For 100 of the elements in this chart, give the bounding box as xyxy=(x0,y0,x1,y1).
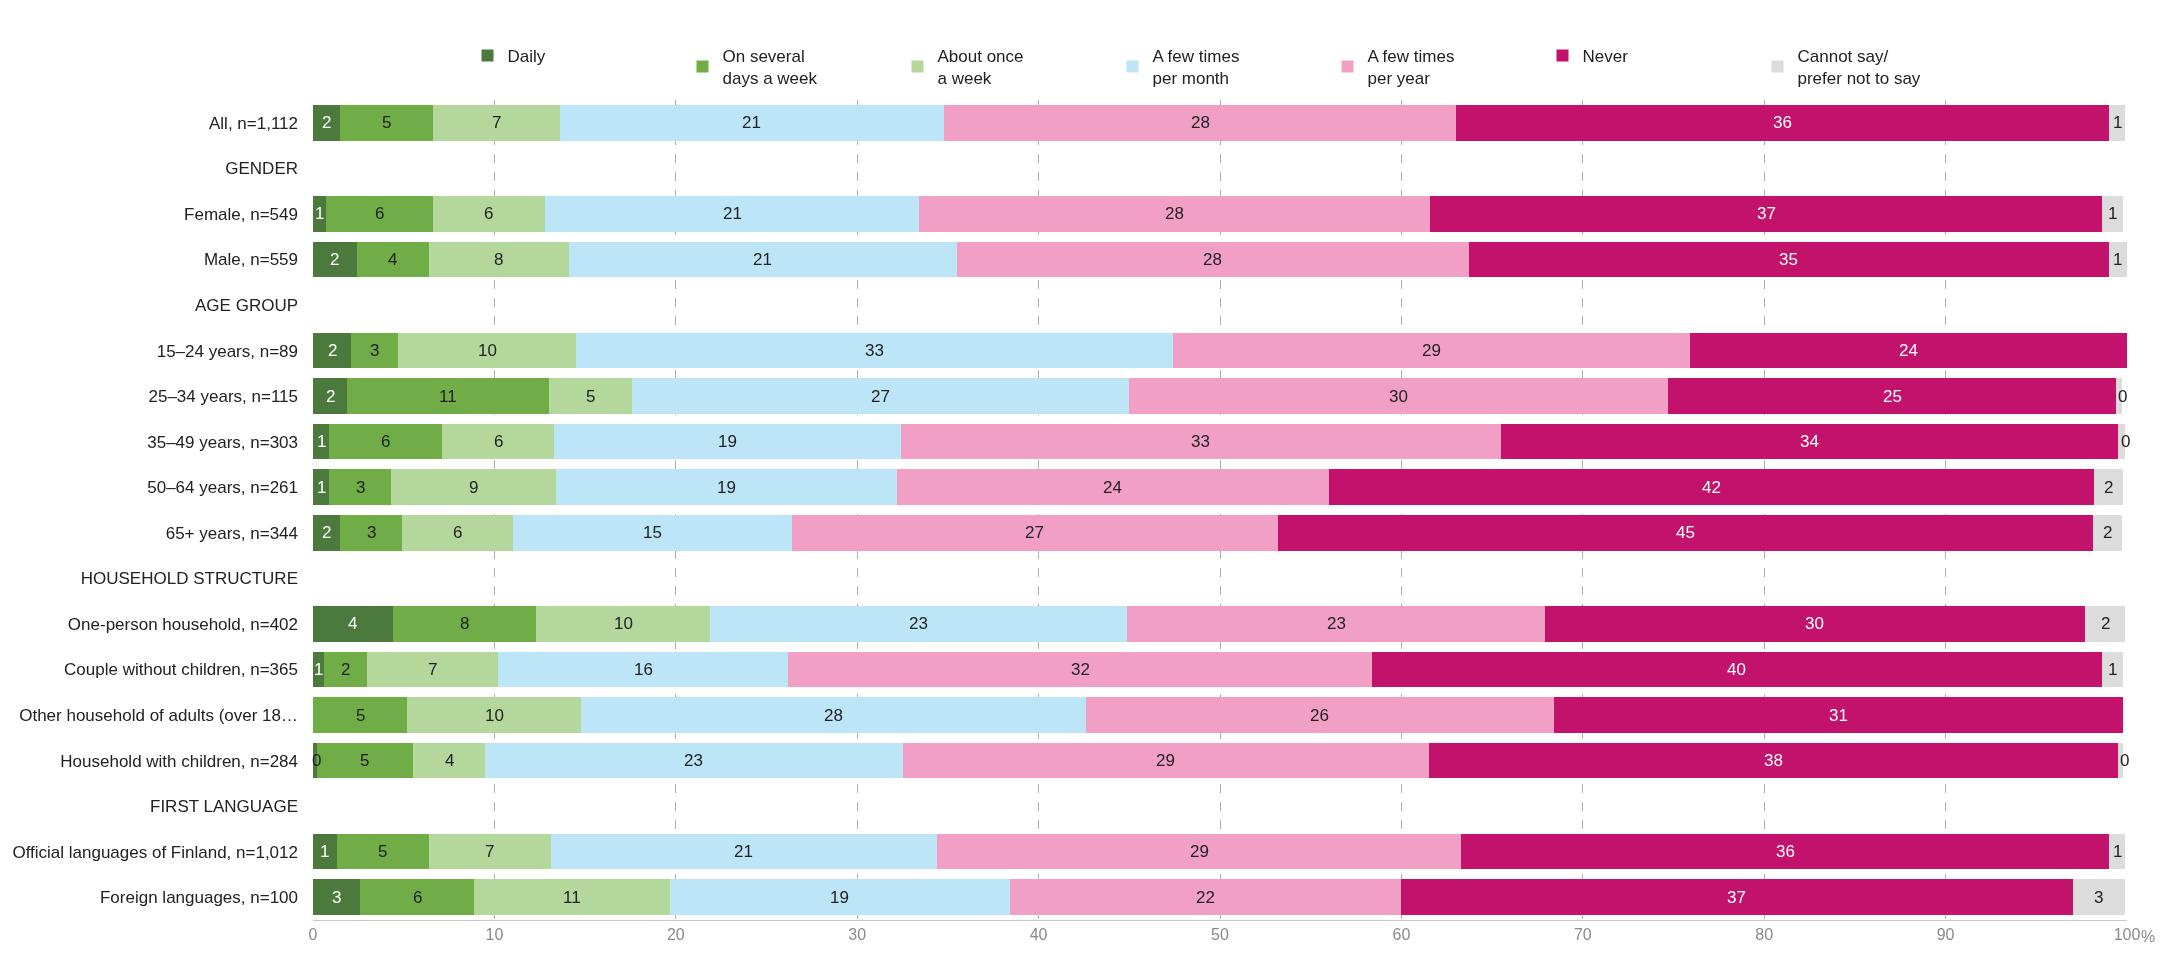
legend-label: A few times per year xyxy=(1367,47,1455,89)
data-label: 1 xyxy=(2108,204,2118,223)
data-label: 42 xyxy=(1702,478,1721,497)
data-label: 1 xyxy=(2113,842,2123,861)
data-label: 2 xyxy=(322,113,332,132)
bar xyxy=(407,697,582,733)
data-label: 30 xyxy=(1389,387,1408,406)
data-label: 7 xyxy=(428,660,438,679)
data-label: 36 xyxy=(1776,842,1795,861)
data-label: 22 xyxy=(1196,888,1215,907)
y-tick-label: FIRST LANGUAGE xyxy=(150,797,298,817)
data-label: 5 xyxy=(378,842,388,861)
data-label: 6 xyxy=(494,432,504,451)
data-label: 21 xyxy=(753,250,772,269)
bar xyxy=(313,469,330,505)
data-label: 32 xyxy=(1071,660,1090,679)
bar xyxy=(791,515,1279,551)
bar xyxy=(336,833,430,870)
y-tick-label: 15–24 years, n=89 xyxy=(156,341,298,361)
data-label: 1 xyxy=(317,432,327,451)
data-label: 1 xyxy=(320,842,330,861)
bar xyxy=(392,606,537,642)
bar xyxy=(391,469,557,505)
y-tick-label: Foreign languages, n=100 xyxy=(99,888,298,908)
x-tick-label: 70 xyxy=(1573,926,1592,944)
data-label: 38 xyxy=(1764,751,1783,770)
y-tick-label: AGE GROUP xyxy=(195,295,298,315)
data-label: 6 xyxy=(381,432,391,451)
bar xyxy=(313,697,408,733)
x-tick-label: 90 xyxy=(1936,926,1955,944)
data-label: 3 xyxy=(356,478,366,497)
bar xyxy=(581,697,1086,733)
data-label: 2 xyxy=(326,387,336,406)
bar xyxy=(340,105,433,141)
bar xyxy=(559,105,945,141)
bar xyxy=(325,196,433,232)
data-label: 10 xyxy=(485,706,504,725)
data-label: 10 xyxy=(478,341,497,360)
y-tick-label: 25–34 years, n=115 xyxy=(148,387,298,407)
data-label: 28 xyxy=(1191,113,1210,132)
data-label: 31 xyxy=(1829,706,1848,725)
data-label: 33 xyxy=(1191,432,1210,451)
legend-label: Daily xyxy=(507,47,546,67)
bar xyxy=(313,196,326,232)
data-label: 2 xyxy=(330,250,340,269)
bar xyxy=(498,651,789,688)
data-label: 29 xyxy=(1422,341,1441,360)
bar xyxy=(1689,332,2127,369)
y-tick-label: Official languages of Finland, n=1,012 xyxy=(12,842,298,862)
bar xyxy=(1172,332,1690,369)
data-label: 4 xyxy=(388,250,398,269)
data-label: 5 xyxy=(586,387,596,406)
bar xyxy=(2094,469,2124,505)
bar xyxy=(1468,241,2109,278)
bar xyxy=(545,196,919,232)
data-label: 27 xyxy=(1025,523,1044,542)
y-tick-label: Male, n=559 xyxy=(203,250,298,270)
data-label: 37 xyxy=(1727,888,1746,907)
data-label: 29 xyxy=(1190,842,1209,861)
x-tick-label: 100 xyxy=(2113,926,2141,944)
data-label: 24 xyxy=(1103,478,1122,497)
bar xyxy=(937,833,1462,870)
bar xyxy=(1009,879,1402,915)
bar xyxy=(432,196,546,232)
x-tick-label: 30 xyxy=(848,926,867,944)
data-label: 6 xyxy=(413,888,423,907)
bar xyxy=(432,105,560,141)
bar xyxy=(1129,378,1669,414)
data-label: 2 xyxy=(322,523,332,542)
bar xyxy=(313,241,357,278)
data-label: 5 xyxy=(356,706,366,725)
y-tick-label: HOUSEHOLD STRUCTURE xyxy=(80,569,298,589)
bar xyxy=(554,423,901,460)
bar xyxy=(313,378,348,414)
data-label: 37 xyxy=(1757,204,1776,223)
bar xyxy=(556,469,898,505)
data-label: 1 xyxy=(317,478,327,497)
data-label: 2 xyxy=(2101,614,2111,633)
bar xyxy=(1455,105,2109,141)
data-label: 33 xyxy=(865,341,884,360)
legend-label: On several days a week xyxy=(722,47,818,89)
bar xyxy=(329,423,442,460)
bar xyxy=(576,332,1173,369)
data-label: 23 xyxy=(684,751,703,770)
bar xyxy=(360,879,475,915)
data-label: 5 xyxy=(360,751,370,770)
bar xyxy=(429,241,569,278)
bar xyxy=(788,651,1373,688)
bar xyxy=(1328,469,2095,505)
data-label: 5 xyxy=(382,113,392,132)
bar xyxy=(1401,879,2073,915)
data-label: 19 xyxy=(717,478,736,497)
data-label: 1 xyxy=(2113,250,2123,269)
bar xyxy=(313,879,361,915)
data-label: 24 xyxy=(1899,341,1918,360)
data-label: 27 xyxy=(871,387,890,406)
bar xyxy=(918,196,1431,232)
y-tick-label: Other household of adults (over 18… xyxy=(19,705,298,725)
bar xyxy=(897,469,1329,505)
y-tick-label: One-person household, n=402 xyxy=(67,614,298,634)
